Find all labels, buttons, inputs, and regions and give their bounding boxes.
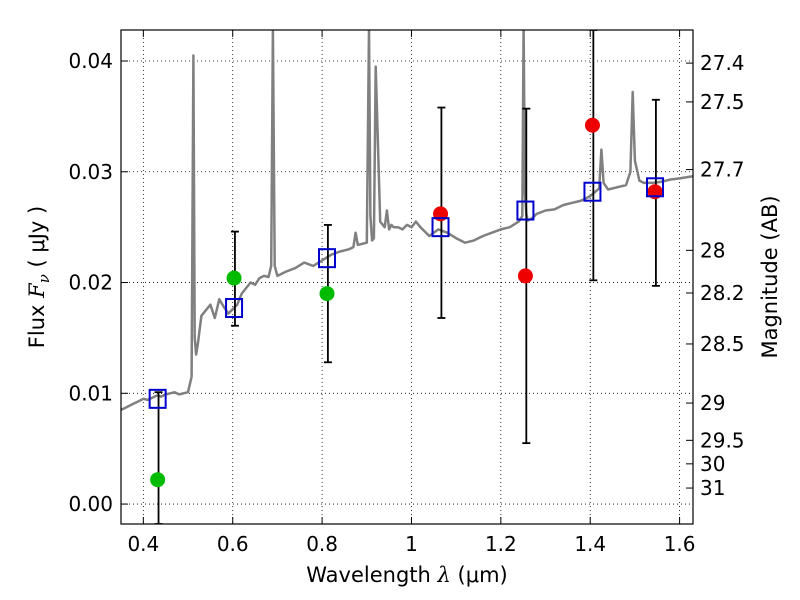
model-square-marker	[646, 177, 665, 198]
red-data-point	[584, 117, 600, 133]
model-square-marker	[148, 388, 167, 409]
model-square-marker	[431, 217, 450, 238]
green-data-point	[226, 270, 242, 286]
x-tick-label: 1.6	[664, 532, 696, 556]
x-tick-label: 0.6	[217, 532, 249, 556]
mag-tick-label: 31	[700, 476, 725, 500]
model-square-marker	[225, 298, 244, 319]
mag-tick-label: 29.5	[700, 428, 745, 452]
x-tick-label: 0.8	[306, 532, 338, 556]
grid-lines	[121, 30, 693, 524]
axis-ticks: 0.4 0.6 0.8 1 1.2 1.4 1.6 0.00 0.01 0.02 0.03 0.04 2…	[68, 30, 745, 556]
data-markers	[148, 117, 665, 488]
model-square-marker	[318, 248, 337, 269]
mag-tick-label: 30	[700, 452, 725, 476]
mag-tick-label: 28	[700, 238, 725, 262]
y-axis-label: Flux Fν ( μJy )	[25, 206, 53, 348]
y-tick-label: 0.04	[68, 49, 113, 73]
green-data-point	[319, 286, 335, 302]
mag-tick-label: 28.5	[700, 332, 745, 356]
mag-tick-label: 29	[700, 391, 725, 415]
y-tick-label: 0.02	[68, 271, 113, 295]
mag-tick-label: 28.2	[700, 281, 745, 305]
model-spectrum	[121, 30, 693, 412]
y-tick-label: 0.01	[68, 381, 113, 405]
x-axis-label: Wavelength λ (μm)	[306, 563, 507, 587]
x-tick-label: 1.4	[574, 532, 606, 556]
spectrum-line	[121, 30, 693, 412]
plot-frame	[120, 29, 694, 525]
mag-tick-label: 27.7	[700, 158, 745, 182]
mag-tick-label: 27.5	[700, 90, 745, 114]
y-tick-label: 0.03	[68, 160, 113, 184]
x-tick-label: 1	[405, 532, 418, 556]
green-data-point	[150, 472, 166, 488]
x-tick-label: 1.2	[485, 532, 517, 556]
y-tick-label: 0.00	[68, 492, 113, 516]
mag-tick-label: 27.4	[700, 51, 745, 75]
model-square-marker	[516, 200, 535, 221]
x-tick-label: 0.4	[127, 532, 159, 556]
red-data-point	[517, 268, 533, 284]
model-square-marker	[583, 181, 602, 202]
y2-axis-label: Magnitude (AB)	[758, 195, 782, 358]
